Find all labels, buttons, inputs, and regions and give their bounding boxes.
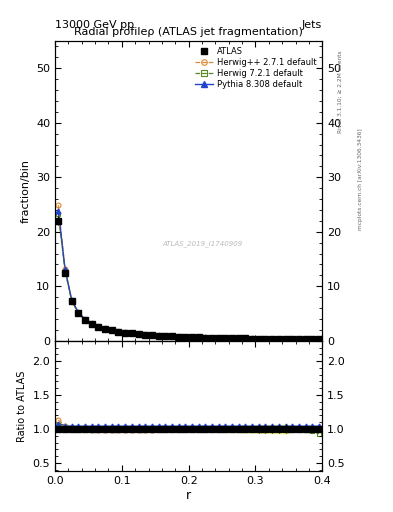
Text: ATLAS_2019_I1740909: ATLAS_2019_I1740909 — [162, 240, 242, 247]
Title: Radial profileρ (ATLAS jet fragmentation): Radial profileρ (ATLAS jet fragmentation… — [74, 28, 303, 37]
Text: Jets: Jets — [302, 20, 322, 30]
Legend: ATLAS, Herwig++ 2.7.1 default, Herwig 7.2.1 default, Pythia 8.308 default: ATLAS, Herwig++ 2.7.1 default, Herwig 7.… — [193, 45, 318, 91]
Y-axis label: fraction/bin: fraction/bin — [20, 159, 31, 223]
Text: mcplots.cern.ch [arXiv:1306.3436]: mcplots.cern.ch [arXiv:1306.3436] — [358, 129, 363, 230]
Text: Rivet 3.1.10; ≥ 2.2M events: Rivet 3.1.10; ≥ 2.2M events — [338, 51, 343, 134]
Text: 13000 GeV pp: 13000 GeV pp — [55, 20, 134, 30]
Y-axis label: Ratio to ATLAS: Ratio to ATLAS — [17, 370, 27, 441]
X-axis label: r: r — [186, 488, 191, 502]
